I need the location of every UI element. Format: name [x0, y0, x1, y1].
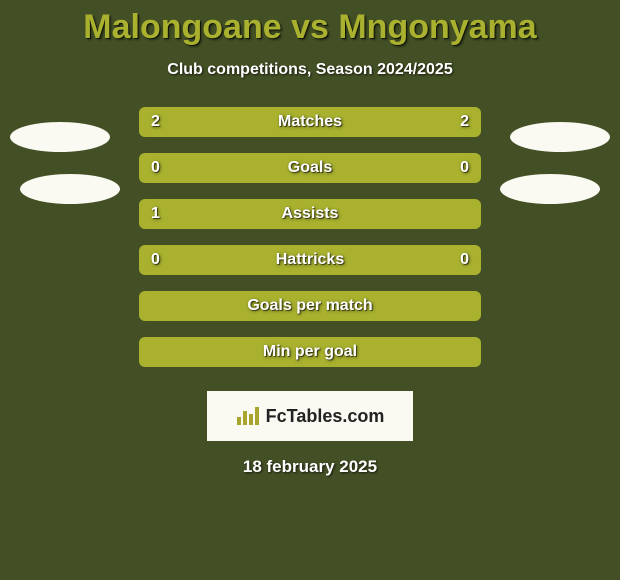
bars-icon-bar — [243, 411, 247, 425]
subtitle: Club competitions, Season 2024/2025 — [0, 61, 620, 79]
brand-text: FcTables.com — [266, 406, 385, 427]
page-title: Malongoane vs Mngonyama — [0, 0, 620, 47]
stat-row: 1 Assists — [139, 199, 481, 229]
stat-label: Assists — [139, 199, 481, 229]
stat-row: 0 Hattricks 0 — [139, 245, 481, 275]
stat-bar: 2 Matches 2 — [139, 107, 481, 137]
stat-bar: 0 Hattricks 0 — [139, 245, 481, 275]
brand-logo: FcTables.com — [207, 391, 413, 441]
stat-value-right: 0 — [460, 245, 469, 275]
brand-suffix: Tables.com — [287, 406, 385, 426]
bars-icon-bar — [249, 414, 253, 425]
stat-label: Matches — [139, 107, 481, 137]
stat-row: 2 Matches 2 — [139, 107, 481, 137]
stat-value-right: 0 — [460, 153, 469, 183]
stat-bar: Min per goal — [139, 337, 481, 367]
stat-label: Min per goal — [139, 337, 481, 367]
comparison-card: Malongoane vs Mngonyama Club competition… — [0, 0, 620, 580]
stat-row: 0 Goals 0 — [139, 153, 481, 183]
stat-label: Goals per match — [139, 291, 481, 321]
date-label: 18 february 2025 — [0, 457, 620, 477]
stat-label: Hattricks — [139, 245, 481, 275]
stat-bar: 1 Assists — [139, 199, 481, 229]
bars-icon-bar — [255, 407, 259, 425]
stat-row: Min per goal — [139, 337, 481, 367]
team-right-bubble-2 — [500, 174, 600, 204]
stat-value-right: 2 — [460, 107, 469, 137]
team-left-bubble-2 — [20, 174, 120, 204]
stat-bar: 0 Goals 0 — [139, 153, 481, 183]
team-left-bubble-1 — [10, 122, 110, 152]
stat-bar: Goals per match — [139, 291, 481, 321]
bars-icon-bar — [237, 417, 241, 425]
bars-icon — [236, 407, 260, 425]
stat-label: Goals — [139, 153, 481, 183]
brand-prefix: Fc — [266, 406, 287, 426]
team-right-bubble-1 — [510, 122, 610, 152]
stat-row: Goals per match — [139, 291, 481, 321]
